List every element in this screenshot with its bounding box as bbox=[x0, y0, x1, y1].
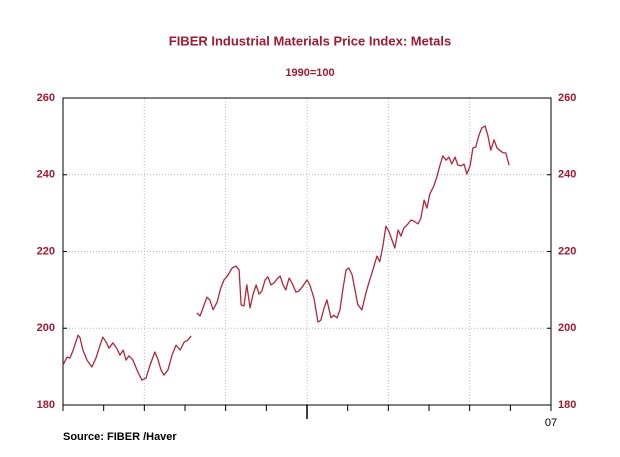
source-note: Source: FIBER /Haver bbox=[63, 431, 177, 443]
y-tick-label: 180 bbox=[37, 399, 55, 411]
x-tick-label: 07 bbox=[545, 417, 557, 429]
y-tick-label: 240 bbox=[37, 169, 55, 181]
y-tick-label-right: 240 bbox=[558, 169, 576, 181]
y-tick-label-right: 180 bbox=[558, 399, 576, 411]
data-line bbox=[62, 125, 510, 381]
y-tick-label-right: 260 bbox=[558, 92, 576, 104]
y-tick-label-right: 220 bbox=[558, 245, 576, 257]
y-tick-label: 220 bbox=[37, 245, 55, 257]
chart-subtitle: 1990=100 bbox=[285, 67, 334, 79]
y-tick-label: 200 bbox=[37, 322, 55, 334]
chart-title: FIBER Industrial Materials Price Index: … bbox=[169, 33, 451, 48]
y-tick-label: 260 bbox=[37, 92, 55, 104]
y-tick-label-right: 200 bbox=[558, 322, 576, 334]
